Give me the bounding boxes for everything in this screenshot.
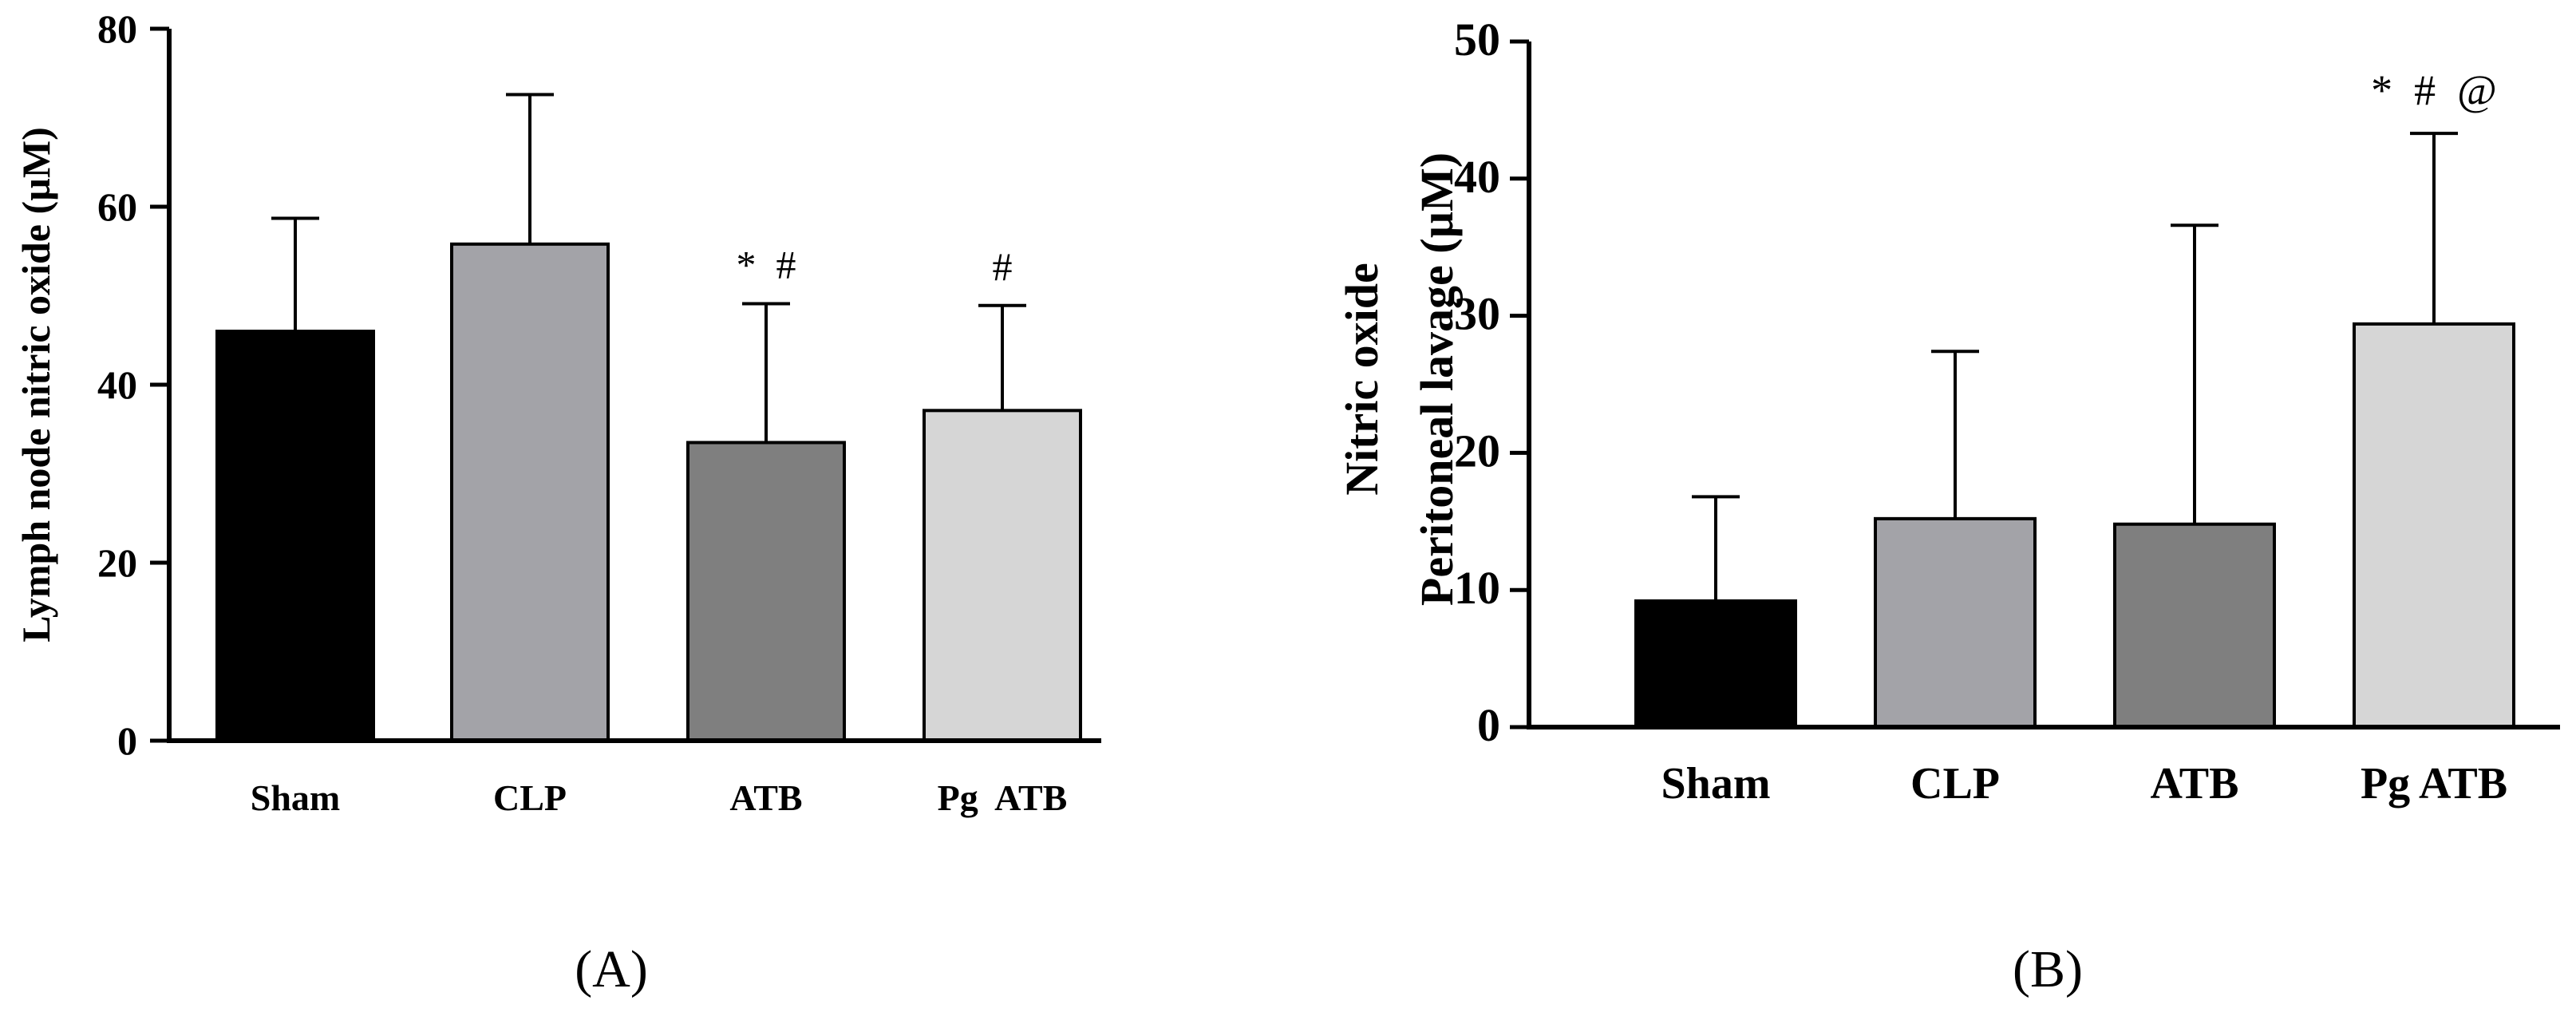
y-tick-label: 20 <box>1454 425 1500 476</box>
significance-annotation: * # @ <box>2371 66 2497 114</box>
y-axis-title-line-2: Peritoneal lavage (µM) <box>1411 152 1463 606</box>
bar-atb <box>2113 522 2276 730</box>
category-label: ATB <box>729 777 802 818</box>
significance-annotation: # <box>993 244 1013 289</box>
y-axis-title: Lymph node nitric oxide (µM) <box>14 127 58 642</box>
category-label: Pg ATB <box>938 777 1068 818</box>
bar-pg-atb <box>2353 322 2515 729</box>
significance-annotation: * # <box>737 243 796 287</box>
y-tick-label: 10 <box>1454 562 1500 614</box>
category-label: CLP <box>1910 759 2000 809</box>
category-label: CLP <box>493 777 567 818</box>
chart-b: Sham CLP ATB * # @ Pg ATB 0 10 20 30 40 50 Nitric o… <box>1336 14 2560 998</box>
y-tick-label: 40 <box>1454 151 1500 203</box>
panel-label: (B) <box>2013 940 2083 998</box>
y-tick-label: 40 <box>97 362 137 407</box>
y-tick-label: 50 <box>1454 14 1500 65</box>
y-tick-label: 0 <box>117 718 137 763</box>
category-label: Sham <box>1661 759 1771 809</box>
category-label: Pg ATB <box>2361 759 2507 809</box>
bar-pg-atb <box>923 409 1082 743</box>
chart-a: Sham CLP * # ATB # Pg ATB 0 20 40 60 80 Lymph node … <box>14 6 1101 998</box>
y-axis-title-line-1: Nitric oxide <box>1336 263 1388 496</box>
bar-atb <box>686 441 846 742</box>
y-tick-label: 60 <box>97 184 137 229</box>
y-tick-label: 20 <box>97 540 137 585</box>
category-label: Sham <box>251 777 340 818</box>
y-tick-label: 80 <box>97 6 137 51</box>
bar-clp <box>450 242 610 742</box>
y-tick-label: 0 <box>1477 699 1500 751</box>
category-label: ATB <box>2151 759 2239 809</box>
panel-label: (A) <box>575 940 648 998</box>
bar-sham <box>1634 599 1797 729</box>
bar-sham <box>215 330 375 743</box>
bar-clp <box>1874 516 2037 729</box>
y-tick-label: 30 <box>1454 288 1500 340</box>
